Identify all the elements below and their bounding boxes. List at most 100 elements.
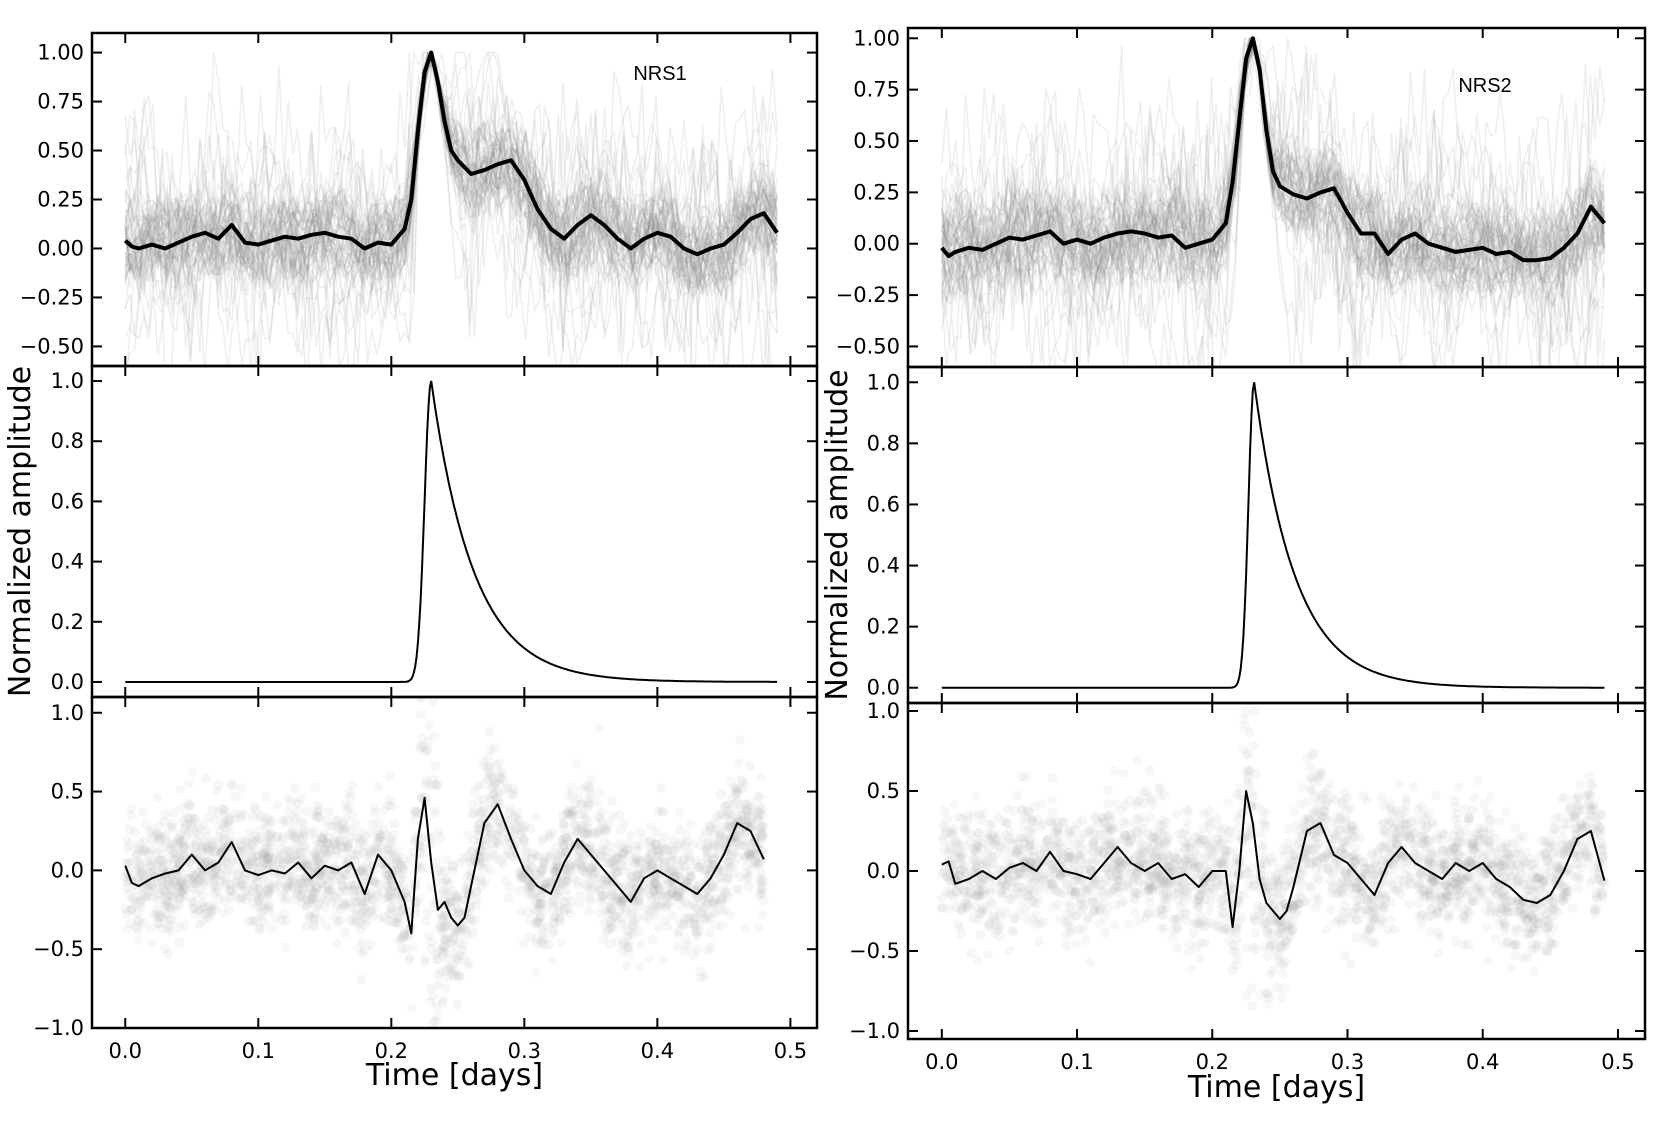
residual-point (291, 889, 301, 900)
residual-point (1512, 843, 1523, 854)
residual-point (947, 826, 958, 837)
residual-point (444, 892, 455, 903)
residual-point (338, 819, 349, 830)
residual-point (158, 913, 169, 924)
residual-point (1159, 825, 1170, 836)
residual-point (312, 882, 323, 893)
residual-point (758, 833, 769, 843)
residual-point (1546, 841, 1557, 852)
residual-point (1549, 839, 1560, 850)
residual-point (692, 862, 703, 872)
residual-point (433, 945, 444, 956)
residual-point (768, 0, 778, 5)
residual-point (183, 828, 194, 839)
residual-point (673, 892, 684, 903)
residual-point (552, 860, 562, 871)
residual-point (761, 0, 771, 5)
residual-point (236, 839, 247, 850)
residual-point (720, 800, 731, 811)
residual-point (632, 912, 643, 923)
residual-point (296, 874, 307, 885)
ensemble-curve (124, 51, 778, 366)
residual-point (548, 928, 559, 939)
residual-point (204, 846, 215, 856)
residual-point (194, 884, 205, 895)
residual-point (576, 820, 587, 831)
residual-point (254, 850, 265, 861)
residual-point (577, 798, 588, 809)
residual-point (153, 830, 164, 841)
residual-point (994, 830, 1005, 840)
residual-point (494, 758, 505, 769)
residual-point (1052, 886, 1063, 897)
residual-point (447, 860, 458, 871)
residual-point (442, 897, 453, 908)
residual-point (503, 782, 514, 793)
residual-point (261, 821, 272, 832)
residual-point (736, 783, 747, 794)
residual-point (552, 857, 563, 868)
residual-point (1493, 868, 1503, 878)
residual-point (1529, 966, 1540, 977)
residual-point (1145, 854, 1156, 865)
residual-point (945, 887, 955, 897)
residual-point (558, 878, 569, 889)
residual-point (722, 856, 733, 867)
residual-point (1285, 923, 1296, 934)
residual-point (351, 897, 362, 908)
residual-point (1074, 842, 1084, 852)
residual-point (296, 891, 307, 902)
ensemble-curve (124, 53, 778, 297)
residual-point (1017, 886, 1027, 897)
residual-point (697, 832, 708, 843)
residual-point (1024, 807, 1035, 817)
residual-point (305, 883, 316, 894)
residual-point (1288, 900, 1299, 911)
residual-point (295, 853, 306, 864)
residual-point (475, 817, 486, 828)
residual-point (655, 889, 666, 900)
residual-point (1597, 853, 1608, 864)
residual-point (554, 885, 565, 896)
ensemble-curve (124, 49, 778, 366)
residual-point (519, 873, 530, 884)
residual-point (607, 898, 618, 909)
residual-point (1063, 825, 1074, 836)
residual-point (262, 854, 273, 864)
residual-point (667, 887, 678, 898)
residual-point (274, 843, 285, 854)
y-tick-label: 0.00 (37, 236, 84, 260)
residual-point (368, 876, 379, 887)
residual-point (342, 870, 353, 881)
x-axis-title: Time [days] (365, 1058, 543, 1093)
residual-point (722, 830, 733, 841)
residual-point (1349, 850, 1359, 861)
residual-point (1478, 822, 1489, 833)
residual-point (1379, 826, 1390, 837)
residual-point (1132, 755, 1143, 766)
residual-point (220, 851, 231, 862)
residual-point (558, 834, 569, 845)
residual-point (467, 845, 478, 856)
residual-point (362, 859, 373, 870)
residual-point (511, 836, 522, 847)
residual-point (1195, 910, 1206, 920)
mean-curve (940, 36, 1606, 263)
residual-point (351, 910, 362, 921)
residual-point (539, 906, 550, 917)
residual-point (942, 887, 953, 898)
residual-point (1274, 935, 1285, 946)
residual-point (468, 835, 479, 846)
residual-point (1113, 882, 1124, 893)
residual-point (1279, 898, 1290, 909)
residual-point (355, 835, 365, 846)
residual-point (256, 810, 267, 821)
residual-point (338, 824, 349, 835)
residual-point (428, 663, 438, 673)
residual-point (1162, 881, 1173, 892)
residual-point (1522, 915, 1532, 926)
residual-point (660, 886, 670, 897)
residual-point (682, 877, 693, 888)
residual-point (584, 905, 595, 916)
residual-point (341, 804, 352, 815)
